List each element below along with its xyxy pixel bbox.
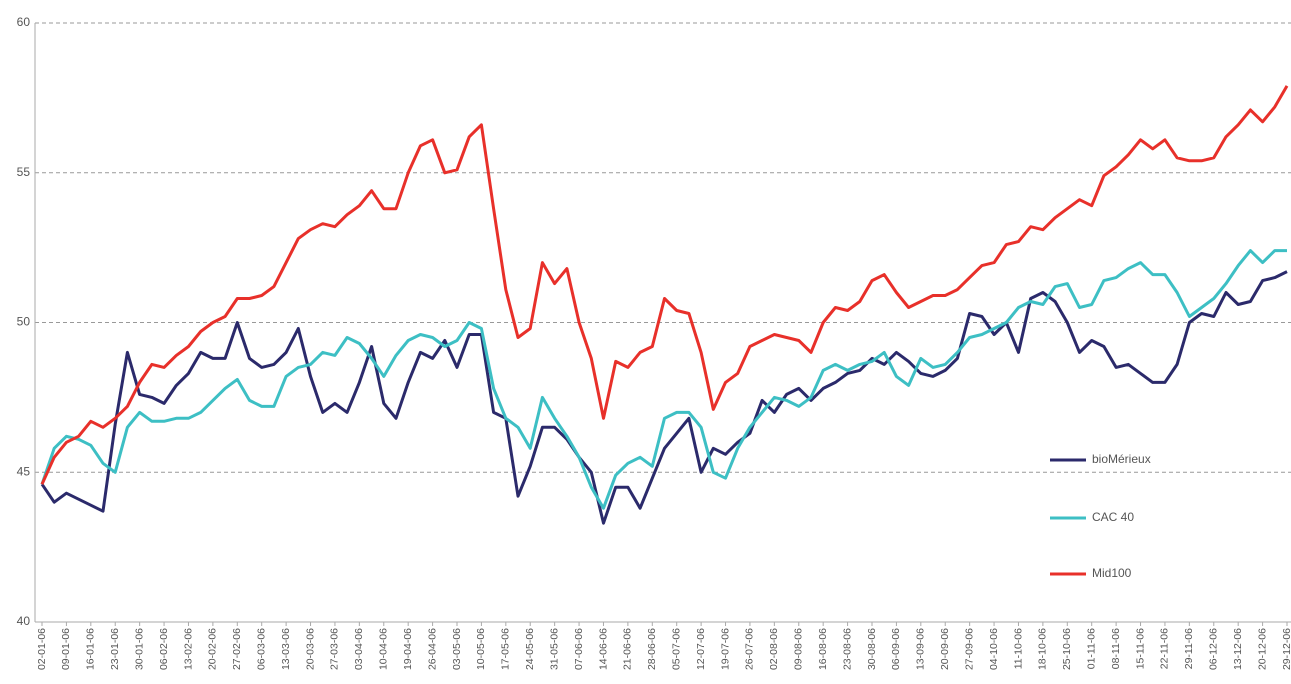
series-line: [40, 270, 1288, 525]
y-tick-label: 55: [17, 165, 31, 179]
x-tick-label: 11-10-06: [1012, 628, 1024, 669]
x-tick-label: 27-02-06: [231, 628, 243, 670]
x-tick-label: 06-02-06: [158, 628, 170, 670]
x-tick-label: 02-01-06: [36, 628, 48, 670]
x-tick-label: 03-04-06: [353, 628, 365, 670]
x-tick-label: 05-07-06: [670, 628, 682, 670]
x-tick-label: 06-09-06: [890, 628, 902, 670]
x-tick-label: 29-11-06: [1183, 628, 1195, 669]
legend-label: Mid100: [1092, 566, 1132, 580]
x-tick-label: 27-09-06: [963, 628, 975, 670]
x-tick-label: 27-03-06: [329, 628, 341, 670]
x-tick-label: 07-06-06: [573, 628, 585, 670]
x-tick-label: 24-05-06: [524, 628, 536, 670]
x-tick-label: 04-10-06: [988, 628, 1000, 670]
x-tick-label: 02-08-06: [768, 628, 780, 670]
x-tick-label: 16-01-06: [85, 628, 97, 670]
x-tick-label: 08-11-06: [1110, 628, 1122, 669]
series-line: [40, 249, 1287, 510]
x-tick-label: 06-12-06: [1208, 628, 1220, 670]
x-tick-label: 03-05-06: [451, 628, 463, 670]
x-tick-label: 23-01-06: [109, 628, 121, 670]
x-tick-label: 30-08-06: [866, 628, 878, 670]
x-tick-label: 20-03-06: [304, 628, 316, 670]
x-tick-label: 23-08-06: [841, 628, 853, 670]
x-tick-label: 09-08-06: [793, 628, 805, 670]
x-tick-label: 20-12-06: [1256, 628, 1268, 670]
x-tick-label: 13-12-06: [1232, 628, 1244, 670]
x-tick-label: 06-03-06: [255, 628, 267, 670]
x-tick-label: 10-04-06: [378, 628, 390, 670]
legend-label: CAC 40: [1092, 510, 1134, 524]
x-tick-label: 10-05-06: [475, 628, 487, 670]
legend-label: bioMérieux: [1092, 452, 1151, 466]
y-tick-label: 60: [17, 15, 31, 29]
x-tick-label: 13-09-06: [915, 628, 927, 670]
y-tick-label: 45: [17, 464, 31, 478]
y-tick-label: 50: [17, 315, 31, 329]
x-tick-label: 20-02-06: [207, 628, 219, 670]
x-tick-label: 19-04-06: [402, 628, 414, 670]
x-tick-label: 25-10-06: [1061, 628, 1073, 670]
x-tick-label: 01-11-06: [1085, 628, 1097, 669]
x-tick-label: 09-01-06: [60, 628, 72, 670]
x-tick-label: 26-07-06: [744, 628, 756, 670]
series-line: [40, 85, 1289, 485]
x-tick-label: 26-04-06: [426, 628, 438, 670]
x-tick-label: 31-05-06: [548, 628, 560, 670]
x-tick-label: 30-01-06: [133, 628, 145, 670]
x-tick-label: 17-05-06: [500, 628, 512, 670]
x-tick-label: 29-12-06: [1281, 628, 1291, 670]
x-tick-label: 14-06-06: [597, 628, 609, 670]
x-tick-label: 16-08-06: [817, 628, 829, 670]
x-tick-label: 21-06-06: [622, 628, 634, 670]
x-tick-label: 15-11-06: [1134, 628, 1146, 669]
x-tick-label: 20-09-06: [939, 628, 951, 670]
x-tick-label: 19-07-06: [719, 628, 731, 670]
x-tick-label: 22-11-06: [1159, 628, 1171, 669]
y-tick-label: 40: [17, 614, 31, 628]
x-tick-label: 13-02-06: [182, 628, 194, 670]
x-tick-label: 13-03-06: [280, 628, 292, 670]
x-tick-label: 18-10-06: [1037, 628, 1049, 670]
x-tick-label: 12-07-06: [695, 628, 707, 670]
x-tick-label: 28-06-06: [646, 628, 658, 670]
